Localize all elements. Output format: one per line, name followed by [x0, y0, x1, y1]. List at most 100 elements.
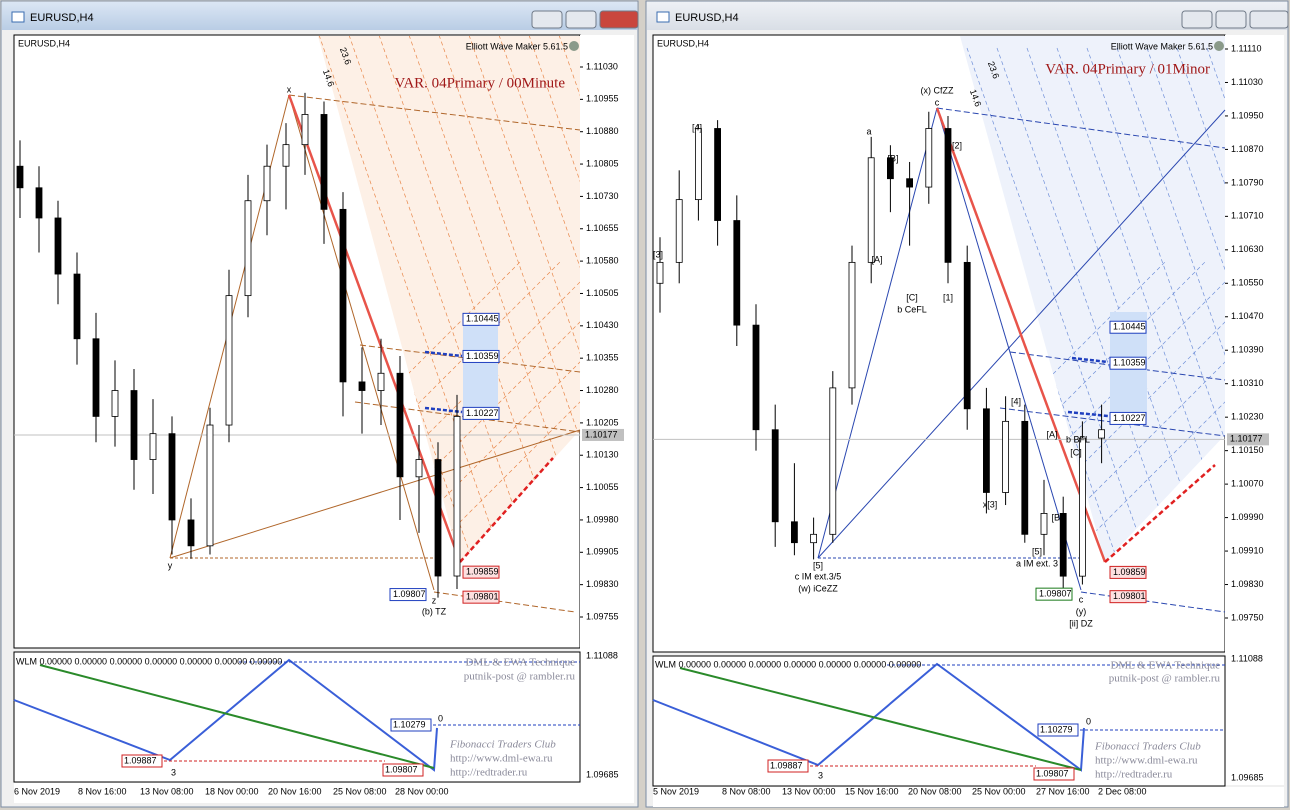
- price-tick-label: 1.09830: [586, 579, 619, 589]
- maximize-button[interactable]: [1215, 10, 1247, 29]
- candle-body: [867, 157, 875, 263]
- candle-body: [829, 387, 837, 535]
- level-box: [1109, 590, 1147, 604]
- indicator-label: 3: [171, 767, 176, 777]
- candle-body: [320, 114, 328, 210]
- indicator-trend: [679, 667, 1082, 771]
- window-icon: [11, 11, 25, 23]
- time-label: 25 Nov 00:00: [972, 786, 1026, 796]
- watermark: http://www.dml-ewa.ru: [450, 753, 553, 765]
- candle-body: [130, 390, 138, 460]
- trend-line: [1080, 591, 1226, 613]
- candle-body: [906, 178, 913, 188]
- candle-body: [963, 261, 971, 410]
- indicator-text: WLM 0.00000 0.00000 0.00000 0.00000 0.00…: [655, 659, 921, 669]
- price-tick-label: 1.10630: [1231, 244, 1264, 254]
- candle-body: [771, 429, 779, 523]
- candle-body: [168, 433, 176, 521]
- indicator-scale-label: 1.11088: [1231, 653, 1263, 663]
- indicator-label: 1.10279: [1040, 724, 1073, 734]
- indicator-box: [390, 718, 432, 732]
- price-tick-label: 1.10055: [586, 482, 619, 492]
- candle-body: [983, 408, 990, 493]
- indicator-label: 3: [818, 770, 823, 780]
- watermark: http://redtrader.ru: [1095, 769, 1173, 781]
- indicator-label: 1.09887: [770, 760, 803, 770]
- fan-line: [468, 36, 580, 562]
- indicator-scale-label: 1.09685: [586, 769, 619, 779]
- indicator-area: [652, 655, 1226, 787]
- level-box: [462, 406, 500, 420]
- wave-label: (w) iCeZZ: [798, 583, 838, 593]
- indicator-label: 1.09807: [1036, 768, 1069, 778]
- wave-label: b CeFL: [897, 304, 927, 314]
- candle-body: [149, 433, 157, 460]
- current-price-label: 1.10177: [1230, 434, 1263, 444]
- price-tick-label: 1.10550: [1231, 278, 1264, 288]
- watermark: Fibonacci Traders Club: [1094, 741, 1201, 753]
- window-title: EURUSD,H4: [30, 12, 94, 24]
- indicator-zigzag: [652, 662, 1085, 772]
- trend-line: [817, 107, 938, 559]
- minimize-button[interactable]: [1181, 10, 1213, 29]
- time-label: 6 Nov 2019: [14, 786, 60, 796]
- candle-body: [92, 338, 100, 417]
- wave-label: [4]: [1011, 396, 1021, 406]
- candle-body: [1079, 437, 1086, 577]
- indicator-label: 1.09807: [385, 764, 418, 774]
- candle-body: [396, 372, 404, 478]
- price-tick-label: 1.10430: [586, 320, 619, 330]
- candle-body: [887, 157, 894, 180]
- candle-body: [282, 144, 290, 167]
- indicator-box: [382, 763, 424, 777]
- title-bar: [647, 2, 1287, 30]
- price-tick-label: 1.09830: [1231, 579, 1264, 589]
- level-line: [1071, 356, 1109, 364]
- price-tick-label: 1.11110: [1231, 43, 1262, 53]
- wave-label: [C]: [906, 292, 918, 302]
- fan-line: [996, 47, 1186, 562]
- candle-body: [339, 208, 347, 383]
- candle-body: [244, 200, 252, 297]
- time-label: 15 Nov 16:00: [845, 786, 899, 796]
- candle-body: [453, 416, 461, 577]
- price-tick-label: 1.10655: [586, 223, 619, 233]
- candle-body: [263, 165, 271, 202]
- price-tick-label: 1.09750: [1231, 612, 1264, 622]
- candle-body: [377, 372, 385, 391]
- wave-label: z: [432, 595, 437, 605]
- candle-body: [73, 273, 81, 340]
- wave-label: (b) TZ: [422, 606, 447, 616]
- fan-line: [1176, 47, 1225, 562]
- time-label: 28 Nov 00:00: [395, 786, 449, 796]
- indicator-box: [767, 759, 809, 773]
- minimize-button[interactable]: [531, 10, 563, 29]
- red-line: [287, 94, 462, 563]
- trend-line: [936, 107, 1082, 591]
- close-button[interactable]: [1249, 10, 1289, 29]
- price-tick-label: 1.10880: [586, 126, 619, 136]
- time-axis: [14, 783, 634, 803]
- fan-line: [1146, 47, 1225, 562]
- close-button[interactable]: [599, 10, 639, 29]
- candle-body: [791, 521, 798, 544]
- trend-line: [936, 107, 1226, 149]
- fan-line: [438, 36, 580, 562]
- wave-label: [A]: [871, 254, 882, 264]
- ewm-icon: [569, 41, 579, 51]
- wave-label: [2]: [952, 140, 962, 150]
- price-tick-label: 1.10280: [586, 385, 619, 395]
- chart-header: EURUSD,H4: [18, 38, 70, 48]
- time-label: 27 Nov 16:00: [1036, 786, 1090, 796]
- maximize-button[interactable]: [565, 10, 597, 29]
- candle-body: [1098, 429, 1105, 439]
- current-price-label: 1.10177: [585, 429, 618, 439]
- candle-body: [848, 261, 856, 389]
- candle-body: [752, 324, 760, 431]
- candle-body: [415, 459, 423, 478]
- indicator-label: 0: [438, 713, 443, 723]
- level-label: 1.10227: [466, 408, 499, 418]
- indicator-zigzag: [13, 658, 438, 772]
